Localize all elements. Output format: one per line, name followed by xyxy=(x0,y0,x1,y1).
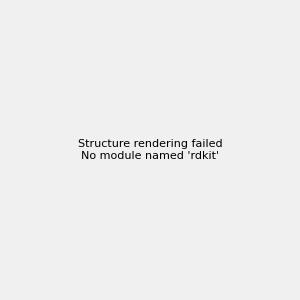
Text: Structure rendering failed
No module named 'rdkit': Structure rendering failed No module nam… xyxy=(78,139,222,161)
